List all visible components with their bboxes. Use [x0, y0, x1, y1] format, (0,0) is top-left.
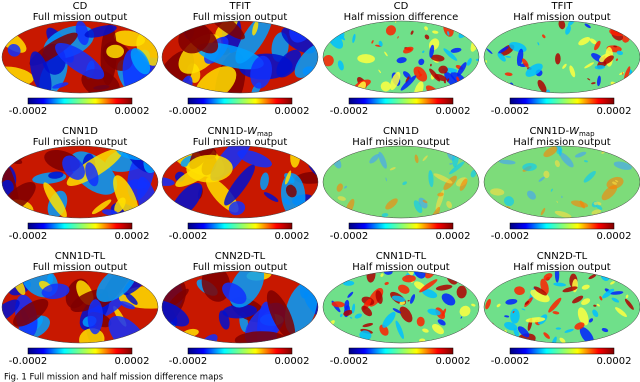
colorbar-min: -0.0002 — [491, 356, 530, 367]
colorbar — [187, 347, 293, 355]
panel-subtitle: Full mission output — [193, 262, 288, 273]
title: CNN1D — [62, 126, 98, 137]
title-subscript: map — [257, 130, 273, 138]
title: CNN1D-TL — [376, 251, 427, 262]
map-outline — [322, 270, 480, 344]
colorbar-min: -0.0002 — [9, 356, 48, 367]
panel-title: CNN1D — [62, 126, 98, 137]
colorbar — [348, 347, 454, 355]
map-outline — [483, 270, 640, 344]
colorbar — [348, 97, 454, 105]
colorbar-max: 0.0002 — [436, 356, 471, 367]
title: CNN1D-TL — [55, 251, 106, 262]
title: TFIT — [551, 1, 574, 12]
colorbar-max: 0.0002 — [115, 231, 150, 242]
map-outline — [322, 145, 480, 219]
panel-title: TFIT — [229, 1, 252, 12]
title: CNN1D- — [529, 126, 569, 137]
colorbar-min: -0.0002 — [330, 356, 369, 367]
panel-title: CD — [394, 1, 409, 12]
panel-title: CD — [73, 1, 88, 12]
title-symbol: W — [569, 126, 580, 137]
sky-map — [323, 146, 479, 218]
title: CNN2D-TL — [537, 251, 588, 262]
sky-map — [162, 271, 318, 343]
colorbar-min: -0.0002 — [9, 106, 48, 117]
sky-map — [484, 271, 640, 343]
colorbar-min: -0.0002 — [169, 106, 208, 117]
title: CD — [394, 1, 409, 12]
map-outline — [161, 145, 319, 219]
colorbar — [509, 97, 615, 105]
title: CD — [73, 1, 88, 12]
title-subscript: map — [579, 130, 595, 138]
sky-map — [323, 271, 479, 343]
sky-map — [484, 21, 640, 93]
map-outline — [1, 145, 159, 219]
colorbar-max: 0.0002 — [597, 106, 632, 117]
panel-title: CNN1D-Wmap — [529, 126, 595, 138]
title: CNN1D- — [207, 126, 247, 137]
colorbar-max: 0.0002 — [436, 106, 471, 117]
map-outline — [1, 270, 159, 344]
colorbar — [27, 222, 133, 230]
title: CNN2D-TL — [215, 251, 266, 262]
colorbar-min: -0.0002 — [491, 106, 530, 117]
title: TFIT — [229, 1, 252, 12]
panel-subtitle: Full mission output — [33, 262, 128, 273]
colorbar-min: -0.0002 — [9, 231, 48, 242]
panel-title: CNN1D-TL — [376, 251, 427, 262]
panel-subtitle: Half mission output — [352, 137, 450, 148]
map-outline — [483, 20, 640, 94]
colorbar-max: 0.0002 — [115, 356, 150, 367]
panel-subtitle: Full mission output — [193, 12, 288, 23]
colorbar — [187, 97, 293, 105]
colorbar-max: 0.0002 — [597, 356, 632, 367]
colorbar-min: -0.0002 — [330, 106, 369, 117]
colorbar-max: 0.0002 — [275, 231, 310, 242]
map-outline — [1, 20, 159, 94]
sky-map — [484, 146, 640, 218]
colorbar — [509, 347, 615, 355]
sky-map — [2, 21, 158, 93]
panel-subtitle: Full mission output — [33, 12, 128, 23]
colorbar — [509, 222, 615, 230]
map-outline — [161, 270, 319, 344]
colorbar-min: -0.0002 — [330, 231, 369, 242]
colorbar-max: 0.0002 — [275, 106, 310, 117]
colorbar — [27, 97, 133, 105]
panel-title: CNN2D-TL — [537, 251, 588, 262]
colorbar — [348, 222, 454, 230]
sky-map — [2, 271, 158, 343]
panel-subtitle: Half mission output — [513, 137, 611, 148]
panel-subtitle: Half mission output — [352, 262, 450, 273]
title: CNN1D — [383, 126, 419, 137]
map-outline — [322, 20, 480, 94]
panel-title: CNN1D-Wmap — [207, 126, 273, 138]
colorbar-min: -0.0002 — [169, 231, 208, 242]
colorbar — [27, 347, 133, 355]
colorbar-max: 0.0002 — [115, 106, 150, 117]
panel-title: CNN1D-TL — [55, 251, 106, 262]
colorbar-max: 0.0002 — [275, 356, 310, 367]
panel-title: CNN2D-TL — [215, 251, 266, 262]
colorbar-min: -0.0002 — [491, 231, 530, 242]
colorbar-max: 0.0002 — [597, 231, 632, 242]
panel-subtitle: Half mission output — [513, 12, 611, 23]
panel-subtitle: Half mission output — [513, 262, 611, 273]
title-symbol: W — [247, 126, 258, 137]
colorbar — [187, 222, 293, 230]
panel-subtitle: Half mission difference — [344, 12, 459, 23]
caption: Fig. 1 Full mission and half mission dif… — [4, 373, 224, 382]
colorbar-min: -0.0002 — [169, 356, 208, 367]
panel-subtitle: Full mission output — [193, 137, 288, 148]
colorbar-max: 0.0002 — [436, 231, 471, 242]
panel-subtitle: Full mission output — [33, 137, 128, 148]
panel-title: TFIT — [551, 1, 574, 12]
sky-map — [323, 21, 479, 93]
map-outline — [161, 20, 319, 94]
panel-title: CNN1D — [383, 126, 419, 137]
map-outline — [483, 145, 640, 219]
